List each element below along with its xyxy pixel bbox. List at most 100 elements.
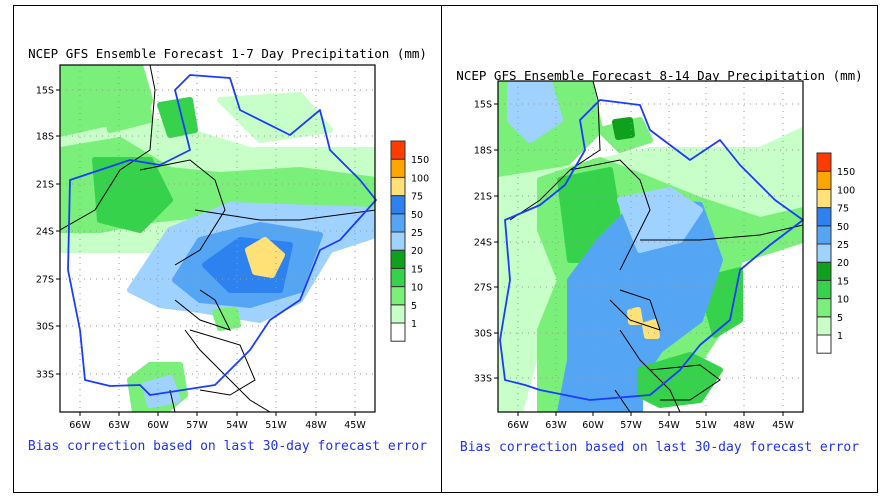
lat-label: 18S bbox=[36, 132, 54, 143]
precip-area bbox=[627, 307, 643, 325]
legend-swatch bbox=[390, 231, 406, 251]
legend-label: 15 bbox=[411, 264, 423, 275]
precip-area bbox=[217, 92, 333, 143]
legend-swatch bbox=[816, 188, 832, 209]
legend-swatch bbox=[390, 286, 406, 306]
title-line-1: NCEP GFS Ensemble Forecast 8-14 Day Prec… bbox=[456, 68, 863, 83]
legend-label: 150 bbox=[837, 167, 855, 178]
legend-label: 50 bbox=[837, 222, 849, 233]
country-border bbox=[194, 209, 375, 221]
legend-swatch bbox=[390, 158, 406, 178]
lon-label: 60W bbox=[147, 420, 169, 431]
lat-label: 21S bbox=[474, 192, 492, 203]
legend-swatch bbox=[390, 249, 406, 269]
lon-label: 66W bbox=[69, 420, 91, 431]
lon-label: 48W bbox=[305, 420, 327, 431]
precip-area bbox=[92, 157, 173, 233]
country-border bbox=[614, 389, 631, 412]
legend-swatch bbox=[390, 304, 406, 324]
lat-label: 24S bbox=[474, 238, 492, 249]
legend-label: 75 bbox=[411, 192, 423, 203]
lat-label: 33S bbox=[474, 374, 492, 385]
legend-swatch bbox=[816, 207, 832, 227]
legend-label: 25 bbox=[837, 240, 849, 251]
legend-swatch bbox=[816, 298, 832, 318]
lat-label: 27S bbox=[36, 275, 54, 286]
lat-label: 33S bbox=[36, 370, 54, 381]
bias-note: Bias correction based on last 30-day for… bbox=[27, 439, 428, 454]
lon-label: 51W bbox=[265, 420, 287, 431]
precip-shading bbox=[498, 81, 803, 412]
precip-shading bbox=[60, 65, 375, 412]
precip-area bbox=[507, 82, 563, 143]
lon-label: 54W bbox=[658, 420, 680, 431]
country-border bbox=[169, 389, 176, 412]
country-border bbox=[139, 159, 226, 266]
legend-swatch bbox=[816, 225, 832, 245]
legend-label: 100 bbox=[837, 185, 855, 196]
country-border bbox=[509, 81, 601, 221]
lon-label: 57W bbox=[186, 420, 208, 431]
legend-label: 20 bbox=[837, 258, 849, 269]
lon-label: 54W bbox=[226, 420, 248, 431]
lat-label: 21S bbox=[36, 180, 54, 191]
precip-area bbox=[157, 97, 198, 138]
legend-label: 10 bbox=[411, 283, 423, 294]
legend-label: 15 bbox=[837, 276, 849, 287]
lon-label: 63W bbox=[108, 420, 130, 431]
map-panel-1: 15S 18S 21S 24S 27S 30S 33S 66W 63W 60W 57W 54W 51W 4… bbox=[36, 64, 429, 431]
lon-label: 45W bbox=[772, 420, 794, 431]
lat-label: 15S bbox=[474, 100, 492, 111]
title-line-1: NCEP GFS Ensemble Forecast 1-7 Day Preci… bbox=[28, 46, 427, 61]
bias-note: Bias correction based on last 30-day for… bbox=[459, 440, 860, 455]
legend-label: 1 bbox=[837, 331, 843, 342]
lat-label: 27S bbox=[474, 283, 492, 294]
legend-swatch bbox=[390, 176, 406, 197]
legend-label: 75 bbox=[837, 204, 849, 215]
lat-label: 15S bbox=[36, 86, 54, 97]
legend-label: 5 bbox=[411, 301, 417, 312]
legend-label: 10 bbox=[837, 295, 849, 306]
legend-swatch bbox=[816, 316, 832, 336]
map-frame bbox=[59, 64, 376, 413]
lon-label: 66W bbox=[507, 420, 529, 431]
legend-swatch bbox=[390, 140, 406, 160]
precip-area bbox=[612, 117, 635, 140]
precip-area bbox=[642, 319, 660, 339]
basin-outline bbox=[67, 74, 377, 396]
lon-label: 51W bbox=[695, 420, 717, 431]
precip-area bbox=[142, 375, 181, 408]
legend-label: 50 bbox=[411, 210, 423, 221]
legend-swatch bbox=[390, 195, 406, 215]
legend-swatch bbox=[816, 152, 832, 172]
legend-swatch bbox=[390, 213, 406, 233]
lat-label: 30S bbox=[474, 329, 492, 340]
precip-area bbox=[245, 237, 285, 278]
lat-label: 24S bbox=[36, 227, 54, 238]
legend-label: 100 bbox=[411, 173, 429, 184]
lon-label: 48W bbox=[733, 420, 755, 431]
precip-area bbox=[97, 67, 153, 133]
map-frame bbox=[497, 80, 804, 413]
country-border bbox=[619, 329, 681, 412]
legend-swatch bbox=[816, 261, 832, 281]
legend-swatch bbox=[390, 322, 406, 342]
lat-label: 18S bbox=[474, 146, 492, 157]
lon-label: 63W bbox=[545, 420, 567, 431]
legend-label: 5 bbox=[837, 313, 843, 324]
legend-swatch bbox=[816, 334, 832, 354]
country-border bbox=[189, 329, 256, 396]
lon-label: 60W bbox=[582, 420, 604, 431]
legend-swatch bbox=[816, 243, 832, 263]
legend-label: 25 bbox=[411, 228, 423, 239]
map-panel-2: 15S 18S 21S 24S 27S 30S 33S 66W 63W 60W 57W 54W 51W 4… bbox=[474, 80, 855, 431]
lat-label: 30S bbox=[36, 322, 54, 333]
legend-label: 1 bbox=[411, 319, 417, 330]
lon-label: 45W bbox=[344, 420, 366, 431]
legend-swatch bbox=[816, 170, 832, 190]
country-border bbox=[174, 289, 231, 331]
lon-label: 57W bbox=[620, 420, 642, 431]
